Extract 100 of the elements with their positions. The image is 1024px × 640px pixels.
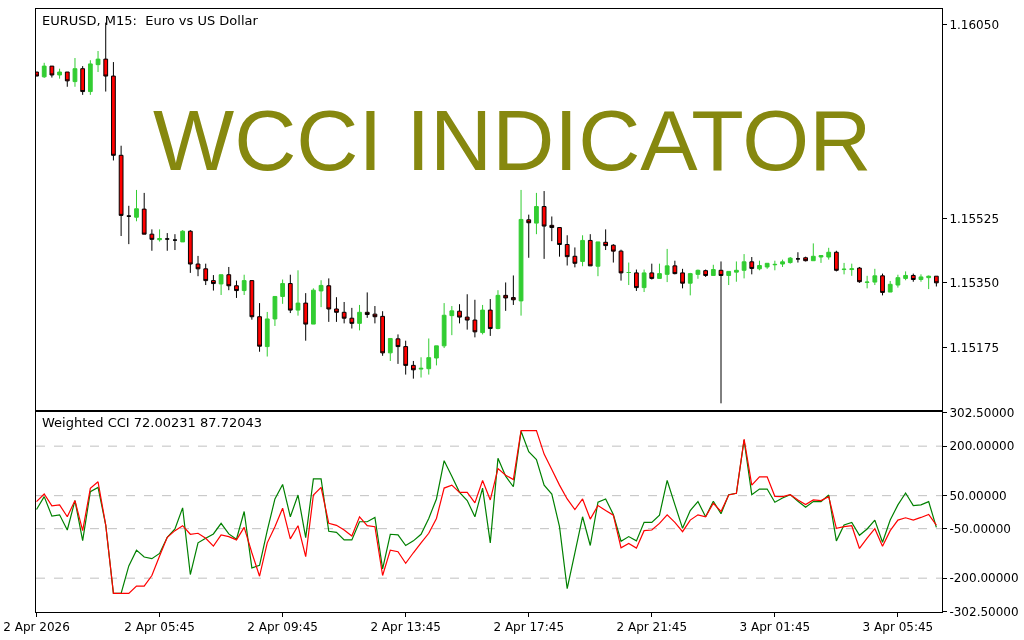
candlestick xyxy=(672,260,678,275)
candlestick xyxy=(410,360,416,380)
candlestick xyxy=(726,270,732,286)
candlestick xyxy=(157,228,162,243)
candlestick xyxy=(218,274,224,296)
candlestick xyxy=(118,145,124,237)
candlestick xyxy=(380,310,385,357)
candlestick xyxy=(472,299,478,338)
candlestick xyxy=(926,274,932,290)
candlestick xyxy=(203,263,209,286)
x-tick-label: 2 Apr 05:45 xyxy=(124,620,195,635)
candlestick xyxy=(634,269,639,292)
candlestick xyxy=(833,250,839,272)
candlestick xyxy=(641,269,647,293)
candlestick xyxy=(487,298,493,337)
y-tick-label: 1.15175 xyxy=(949,340,1000,355)
candlestick xyxy=(195,255,201,277)
x-tick-label: 2 Apr 2026 xyxy=(3,620,70,635)
candlestick xyxy=(441,302,447,349)
candlestick xyxy=(903,270,908,281)
y-tick-label: 1.15350 xyxy=(949,276,1000,291)
candlestick xyxy=(564,234,570,266)
candlestick xyxy=(49,65,55,79)
candlestick xyxy=(887,280,893,293)
candlestick xyxy=(918,273,924,283)
candlestick xyxy=(849,263,855,277)
candlestick xyxy=(311,287,316,325)
candlestick xyxy=(718,260,724,404)
candlestick xyxy=(933,275,939,288)
candlestick xyxy=(64,71,70,88)
candlestick xyxy=(264,311,270,358)
y-tick-label: 50.00000 xyxy=(949,488,1007,503)
candlestick xyxy=(187,229,193,274)
candlestick xyxy=(226,266,232,291)
candlestick xyxy=(395,333,401,365)
candlestick xyxy=(872,268,878,286)
candlestick xyxy=(703,269,709,278)
candlestick xyxy=(580,234,585,267)
candlestick xyxy=(549,215,555,242)
y-tick-label: -302.50000 xyxy=(949,605,1019,620)
x-tick-label: 2 Apr 21:45 xyxy=(616,620,688,635)
candlestick xyxy=(234,280,239,299)
candlestick xyxy=(211,274,216,292)
candlestick xyxy=(457,303,462,324)
candlestick xyxy=(618,249,624,282)
candlestick xyxy=(418,356,424,379)
candlestick xyxy=(257,302,262,353)
candlestick xyxy=(518,189,524,317)
text: WCCI INDICATOR xyxy=(153,92,872,188)
candlestick xyxy=(134,189,139,222)
candlestick xyxy=(180,229,186,243)
candlestick xyxy=(126,205,132,245)
candlestick xyxy=(526,214,532,259)
candlestick xyxy=(434,345,439,366)
y-tick-label: 1.16050 xyxy=(949,18,1000,33)
x-tick-label: 2 Apr 09:45 xyxy=(247,620,318,635)
candlestick xyxy=(149,228,155,252)
candlestick xyxy=(610,243,616,264)
candlestick xyxy=(41,62,47,79)
candlestick xyxy=(826,247,832,261)
candlestick xyxy=(841,262,847,275)
candlestick xyxy=(357,304,362,331)
candlestick xyxy=(818,255,824,264)
candlestick xyxy=(534,192,539,235)
candlestick xyxy=(95,50,101,73)
candlestick xyxy=(749,256,755,275)
candlestick xyxy=(541,190,547,260)
candlestick xyxy=(303,292,309,342)
candlestick xyxy=(249,280,255,321)
candlestick xyxy=(772,260,778,271)
candlestick xyxy=(895,274,901,289)
candlestick xyxy=(449,305,455,336)
candlestick xyxy=(780,259,785,268)
x-tick-label: 2 Apr 13:45 xyxy=(370,620,441,635)
chart-subtitle: EURUSD, M15: Euro vs US Dollar xyxy=(42,13,259,28)
candlestick xyxy=(710,264,716,276)
candlestick xyxy=(403,340,409,376)
candlestick xyxy=(734,260,739,283)
candlestick xyxy=(657,263,662,279)
candlestick xyxy=(426,337,432,376)
candlestick xyxy=(803,256,808,262)
candlestick xyxy=(810,242,816,262)
candlestick xyxy=(80,65,86,96)
candlestick xyxy=(349,307,355,330)
candlestick xyxy=(334,296,339,323)
y-tick-label: 302.50000 xyxy=(949,405,1015,420)
candlestick xyxy=(326,277,332,323)
candlestick xyxy=(272,295,278,327)
candlestick xyxy=(757,260,762,271)
candlestick xyxy=(495,289,501,330)
candlestick xyxy=(295,269,301,317)
candlestick xyxy=(649,263,655,281)
candlestick xyxy=(864,275,870,289)
y-tick-label: -50.00000 xyxy=(949,521,1011,536)
candlestick xyxy=(111,61,116,161)
chart-title: Weighted CCI 72.00231 87.72043 xyxy=(42,415,262,430)
candlestick xyxy=(141,192,147,235)
candlestick xyxy=(741,253,747,279)
candlestick xyxy=(87,59,93,96)
candlestick xyxy=(664,248,670,283)
